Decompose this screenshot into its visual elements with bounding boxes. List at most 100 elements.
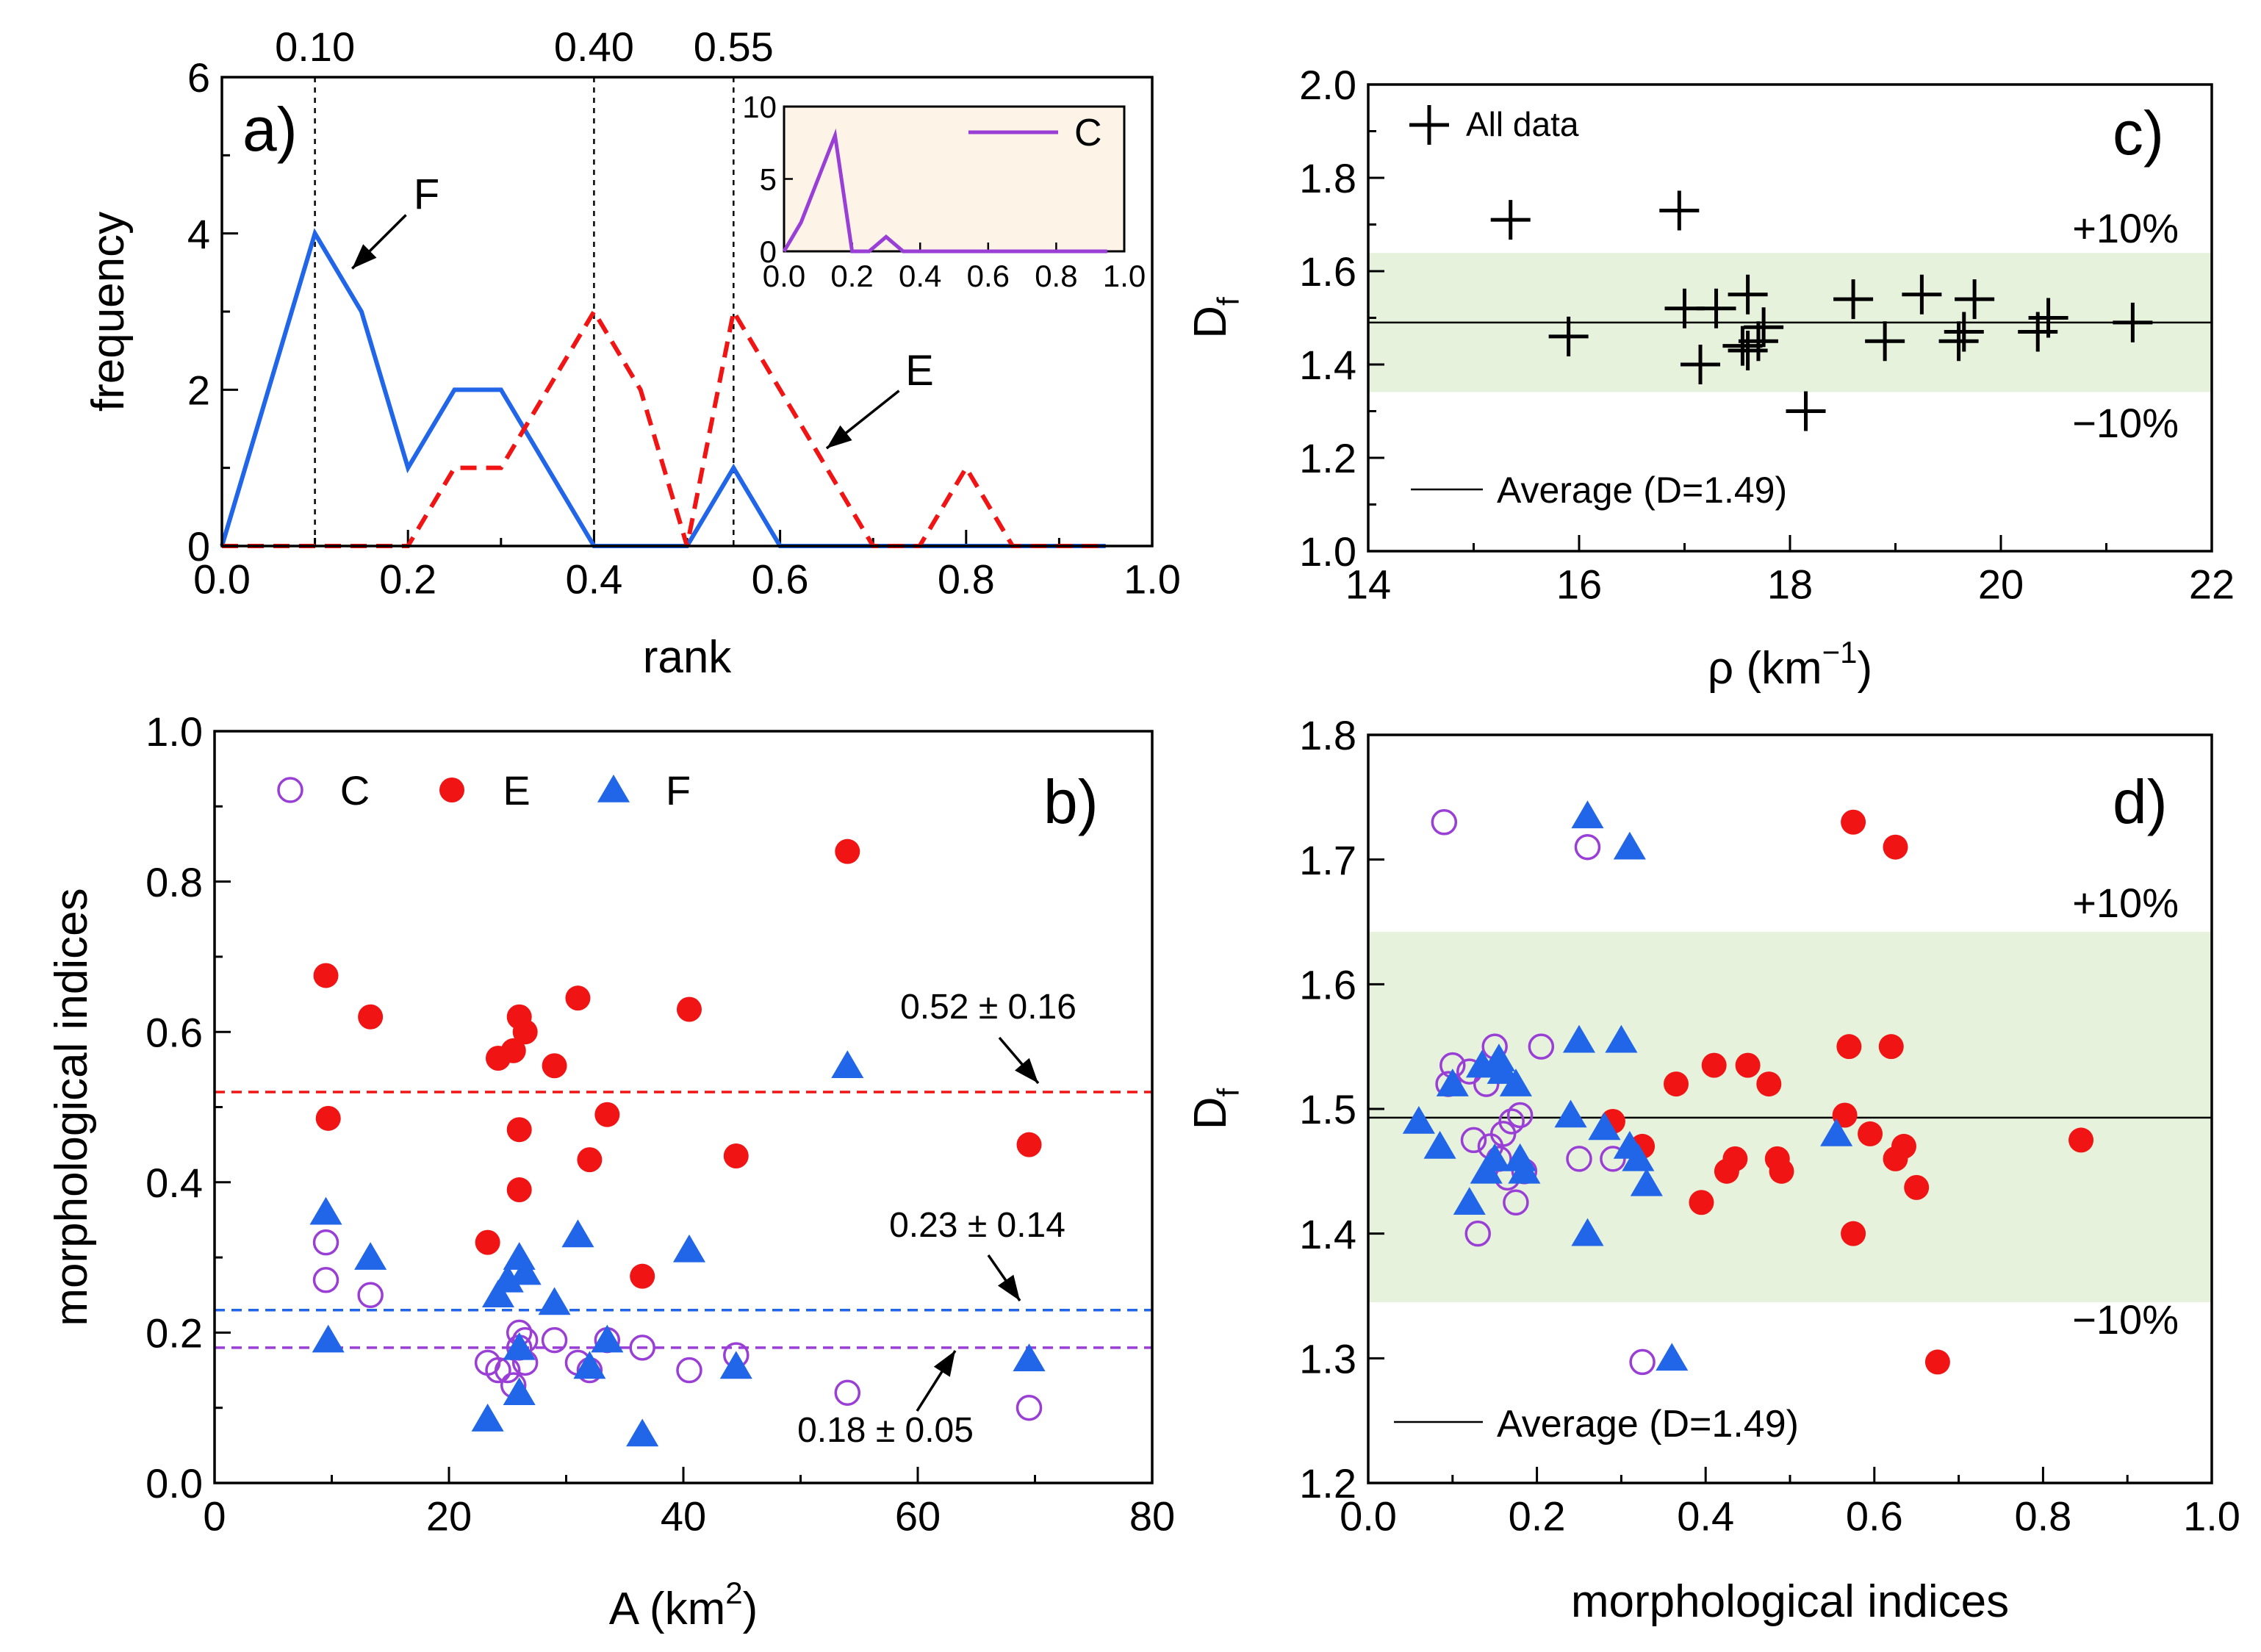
ref-line-label: 0.55 bbox=[694, 24, 774, 70]
point-F bbox=[312, 1324, 345, 1353]
point-C bbox=[312, 1267, 339, 1293]
point-E bbox=[1836, 1034, 1862, 1060]
point-E bbox=[1769, 1158, 1794, 1184]
point-E bbox=[1924, 1349, 1950, 1375]
x-tick-label: 0.2 bbox=[379, 556, 436, 602]
point-E bbox=[565, 985, 591, 1011]
point-all-data bbox=[1728, 330, 1768, 370]
y-tick-label: 0.0 bbox=[145, 1460, 203, 1506]
point-F bbox=[538, 1287, 571, 1315]
point-F bbox=[309, 1196, 342, 1225]
point-F bbox=[1436, 1069, 1469, 1096]
point-C bbox=[1431, 809, 1458, 836]
y-axis-label-sub: f bbox=[1211, 1088, 1245, 1096]
legend-marker-all-data bbox=[1409, 105, 1449, 145]
x-tick-label: 0.2 bbox=[1509, 1493, 1566, 1539]
y-axis-label-sub: f bbox=[1211, 297, 1245, 306]
inset-x-tick-label: 0.8 bbox=[1035, 259, 1077, 293]
x-tick-label: 0.8 bbox=[2014, 1493, 2071, 1539]
point-F bbox=[719, 1351, 752, 1379]
point-all-data bbox=[1833, 279, 1874, 320]
point-C bbox=[312, 1229, 339, 1256]
inset-y-tick-label: 0 bbox=[760, 234, 777, 269]
point-F bbox=[1499, 1069, 1532, 1096]
panel-label: c) bbox=[2113, 98, 2164, 168]
x-axis-label: rank bbox=[643, 632, 733, 683]
y-tick-label: 1.8 bbox=[1299, 155, 1356, 201]
point-E bbox=[630, 1263, 655, 1289]
inset-y-tick-label: 10 bbox=[742, 90, 777, 124]
x-axis-label-sup: −1 bbox=[1822, 635, 1858, 669]
point-F bbox=[1508, 1155, 1541, 1184]
x-tick-label: 22 bbox=[2189, 561, 2235, 607]
y-tick-label: 0.8 bbox=[145, 859, 203, 905]
panel-label: b) bbox=[1043, 767, 1099, 836]
inset-x-tick-label: 0.2 bbox=[830, 259, 873, 293]
legend-marker-C bbox=[277, 777, 303, 803]
panel-c: 14 16 18 20 22 1.0 1.2 1.4 1.6 1.8 2.0 +10% −10% All … bbox=[1185, 62, 2235, 694]
point-all-data bbox=[1659, 190, 1700, 231]
point-F bbox=[1605, 1024, 1638, 1053]
mean-label: 0.23 ± 0.14 bbox=[889, 1206, 1065, 1245]
point-C bbox=[1574, 833, 1601, 861]
point-E bbox=[676, 996, 702, 1022]
point-E bbox=[577, 1147, 603, 1173]
y-tick-label: 1.4 bbox=[1299, 1211, 1356, 1257]
inset-x-tick-label: 1.0 bbox=[1103, 259, 1146, 293]
average-legend-label: Average (D=1.49) bbox=[1497, 470, 1787, 511]
point-E bbox=[1722, 1146, 1748, 1171]
y-axis-label: Df bbox=[1185, 297, 1245, 339]
point-all-data bbox=[1722, 326, 1763, 366]
point-all-data bbox=[1865, 321, 1905, 362]
point-C bbox=[485, 1357, 511, 1384]
point-E bbox=[1883, 834, 1908, 860]
series-line-F bbox=[220, 228, 1106, 548]
x-tick-label: 14 bbox=[1345, 561, 1391, 607]
point-F bbox=[1554, 1099, 1587, 1128]
x-tick-label: 0.0 bbox=[193, 556, 251, 602]
point-E bbox=[358, 1004, 384, 1030]
y-tick-label: 1.6 bbox=[1299, 248, 1356, 295]
plot-frame bbox=[1367, 83, 2213, 553]
band-low-label: −10% bbox=[2072, 1296, 2179, 1343]
point-all-data bbox=[1902, 274, 1942, 315]
point-F bbox=[831, 1050, 864, 1079]
point-C bbox=[1464, 1220, 1491, 1247]
x-axis-label-end: ) bbox=[743, 1584, 758, 1634]
legend-label: All data bbox=[1466, 105, 1579, 143]
x-tick-label: 16 bbox=[1556, 561, 1602, 607]
point-C bbox=[1528, 1033, 1555, 1060]
point-F bbox=[1613, 831, 1646, 860]
point-F bbox=[354, 1242, 387, 1270]
point-all-data bbox=[1744, 307, 1784, 348]
panel-label: a) bbox=[242, 95, 298, 164]
point-E bbox=[1756, 1071, 1782, 1097]
point-E bbox=[594, 1102, 620, 1127]
point-F bbox=[626, 1418, 659, 1447]
band-high-label: +10% bbox=[2072, 205, 2179, 251]
x-tick-label: 0.0 bbox=[1340, 1493, 1397, 1539]
point-E bbox=[313, 963, 339, 988]
point-all-data bbox=[1938, 321, 1979, 362]
point-E bbox=[1891, 1133, 1916, 1159]
mean-label: 0.18 ± 0.05 bbox=[797, 1411, 974, 1450]
y-axis-label: Df bbox=[1185, 1088, 1245, 1130]
point-F bbox=[1478, 1143, 1511, 1171]
point-C bbox=[1503, 1189, 1529, 1215]
inset-series-line-C bbox=[782, 128, 1107, 254]
y-tick-label: 0.4 bbox=[145, 1160, 203, 1206]
point-F bbox=[1571, 800, 1604, 829]
y-axis-label: morphological indices bbox=[46, 888, 97, 1326]
point-F bbox=[1402, 1105, 1435, 1134]
point-C bbox=[1498, 1108, 1525, 1135]
x-tick-label: 20 bbox=[426, 1493, 472, 1539]
annotation-arrow-head bbox=[826, 425, 852, 449]
y-tick-label: 0.6 bbox=[145, 1009, 203, 1055]
inset-frame bbox=[783, 105, 1126, 253]
point-E bbox=[1701, 1052, 1727, 1078]
ref-line-label: 0.40 bbox=[554, 24, 634, 70]
point-E bbox=[1841, 1221, 1866, 1246]
legend-label: C bbox=[340, 767, 370, 814]
point-F bbox=[471, 1404, 504, 1432]
